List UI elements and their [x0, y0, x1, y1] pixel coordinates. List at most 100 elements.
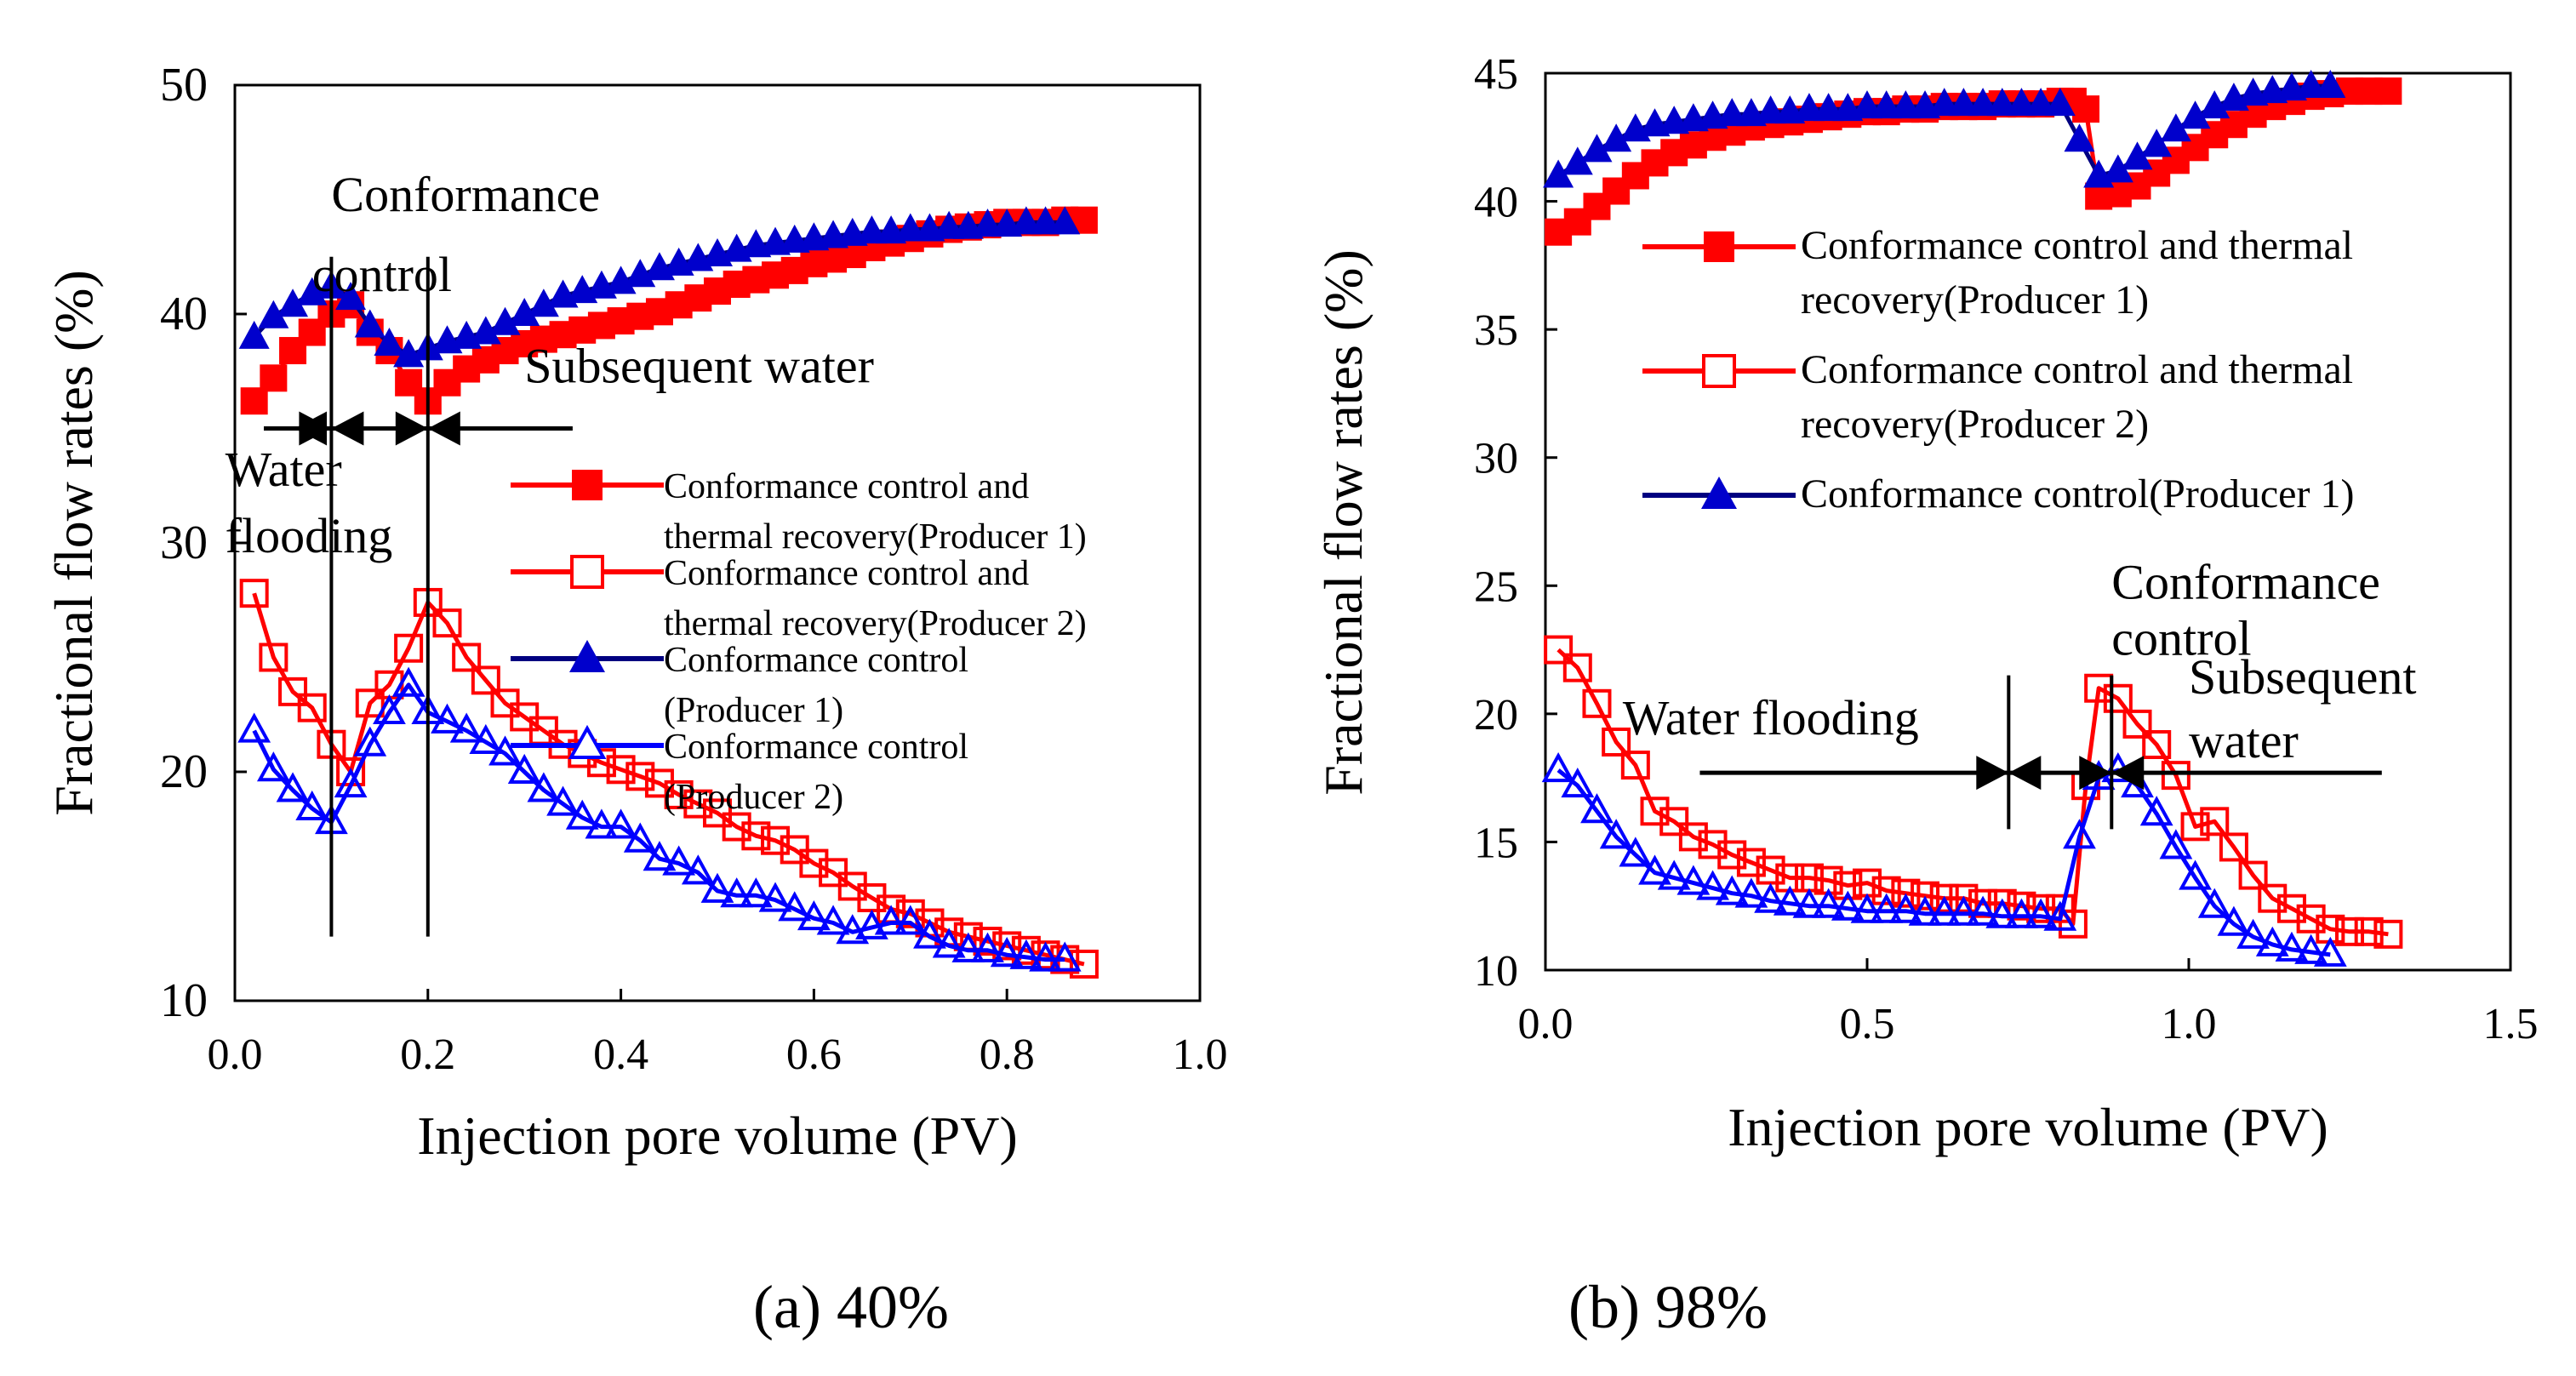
- chart-b-ytick-label: 30: [1474, 435, 1518, 483]
- chart-a-series-4-point: [469, 723, 503, 755]
- chart-b-series-3-point: [2102, 154, 2133, 183]
- chart-a-series-4-point: [894, 905, 928, 935]
- chart-b-series-2-point: [2238, 860, 2268, 890]
- chart-b-series-2-point: [1891, 878, 1921, 908]
- chart-a-series-4-point: [932, 928, 966, 958]
- chart-b-series-4-point: [2179, 859, 2212, 890]
- chart-b-series-4-point: [2294, 934, 2328, 964]
- chart-b-series-4-point: [1541, 751, 1575, 783]
- chart-a-series-4-point: [604, 808, 637, 839]
- chart-a-annotation: control: [312, 247, 452, 302]
- legend-b-text-3: Conformance control and thermal: [1801, 347, 2353, 392]
- chart-b-series-2-point: [2058, 909, 2088, 939]
- chart-b-annotation: water: [2189, 713, 2299, 768]
- chart-b-series-4-point: [1947, 895, 1980, 926]
- chart-a-series-3-point: [277, 288, 309, 317]
- chart-a-series-3-point: [934, 210, 965, 239]
- chart-a-ytick-label: 40: [160, 288, 208, 340]
- chart-b-series-3-point: [2179, 100, 2211, 129]
- chart-a-arrow-head: [427, 411, 460, 446]
- chart-a-series-4-point: [623, 822, 657, 853]
- chart-b-series-4-point: [1754, 882, 1787, 913]
- chart-b-series-2-point: [1717, 840, 1747, 870]
- chart-b-series-4-point: [1812, 888, 1846, 918]
- chart-b-series-3-point: [1543, 159, 1574, 188]
- chart-a-annotation: flooding: [226, 508, 393, 563]
- chart-a-series-4-point: [700, 872, 734, 903]
- chart-b-series-2-point: [2258, 883, 2288, 913]
- chart-b-series-2-point: [2354, 916, 2384, 946]
- chart-a-xtick-label: 0.2: [400, 1031, 455, 1079]
- legend-b-text-2: recovery(Producer 1): [1801, 277, 2149, 323]
- chart-b-series-2-point: [1698, 830, 1728, 859]
- legend-b-text-4: recovery(Producer 2): [1801, 402, 2149, 447]
- chart-b-xlabel: Injection pore volume (PV): [1728, 1097, 2328, 1157]
- chart-b-series-2-point: [2296, 904, 2326, 934]
- chart-b-series-3-point: [1581, 134, 1613, 163]
- chart-b-series-4-point: [1599, 819, 1633, 849]
- legend-a-text-3: Conformance control and: [664, 554, 1029, 593]
- chart-b-series-2-point: [1640, 796, 1670, 826]
- chart-a-series-4-point: [951, 932, 985, 962]
- chart-b-series-3-point: [2064, 123, 2095, 152]
- chart-a-ylabel: Fractional flow rates (%): [43, 270, 104, 816]
- chart-b-ytick-label: 40: [1474, 179, 1518, 227]
- chart-a-series-4-point: [643, 841, 677, 871]
- chart-a-series-4-point: [662, 845, 696, 876]
- chart-b-series-2-point: [1678, 822, 1708, 852]
- chart-b-series-3-point: [2160, 113, 2191, 142]
- chart-b-series-3-point: [1852, 90, 1882, 119]
- chart-a-series-3-point: [1030, 206, 1061, 235]
- chart-a-series-2-point: [761, 825, 791, 855]
- chart-a-series-3-point: [374, 327, 405, 356]
- chart-a-series-2-line: [252, 592, 1085, 967]
- chart-a-legend: Conformance control and thermal recovery…: [511, 467, 1087, 817]
- chart-b-series-2-point: [1620, 751, 1650, 780]
- chart-a-series-4-point: [758, 882, 792, 912]
- chart-a-series-4-point: [797, 900, 831, 931]
- chart-a-series-3-point: [238, 320, 270, 349]
- chart-b-ytick-label: 20: [1474, 691, 1518, 739]
- chart-a-series-2-point: [625, 762, 655, 791]
- chart-b-arrow-head: [2008, 756, 2042, 791]
- chart-a-series-2-point: [259, 642, 288, 672]
- chart-a-series-2-point: [799, 848, 829, 878]
- chart-a-series-2-point: [722, 812, 751, 842]
- chart-b-series-4-point: [2197, 888, 2231, 918]
- chart-b-series-4-point: [1831, 890, 1865, 921]
- chart-b-ytick-label: 10: [1474, 947, 1518, 996]
- chart-a-series-4-point: [527, 772, 561, 802]
- legend-b-item-1: Conformance control and thermal recovery…: [1642, 223, 2353, 323]
- chart-b-series-3: [1543, 70, 2346, 188]
- chart-b-series-2-point: [2161, 761, 2190, 791]
- chart-a-series-3-point: [470, 316, 501, 345]
- chart-a-series-4-point: [546, 785, 580, 816]
- legend-a-text-2: thermal recovery(Producer 1): [664, 517, 1087, 557]
- chart-b-series-2-point: [1659, 807, 1689, 836]
- chart-a-series-4-point: [816, 905, 850, 935]
- chart-a-series-2-point: [586, 748, 616, 778]
- chart-a-series-4-point: [739, 877, 773, 908]
- chart-b-series-2: [1544, 635, 2403, 949]
- chart-b-ylabel: Fractional flow rates (%): [1313, 249, 1374, 796]
- chart-a-series-4-point: [913, 918, 946, 949]
- chart-a-series-4-point: [585, 808, 619, 839]
- chart-b-series-3-point: [1793, 93, 1825, 122]
- chart-a-series-2-point: [394, 633, 424, 663]
- chart-b-series-3-point: [2141, 128, 2173, 157]
- chart-a-series-2-point: [278, 677, 308, 706]
- chart-b-series-4-point: [1773, 885, 1807, 916]
- chart-a-series-2-point: [741, 821, 771, 851]
- chart-b-series-2-point: [1949, 883, 1979, 913]
- chart-b-series-4-point: [1928, 895, 1962, 926]
- chart-b-ytick-label: 25: [1474, 562, 1518, 611]
- chart-a-annotation: Subsequent water: [524, 339, 874, 394]
- chart-b-series-3-point: [2006, 88, 2037, 117]
- chart-b-arrow-head: [1976, 756, 2009, 791]
- chart-b-series-4-point: [1850, 893, 1884, 923]
- chart-b-series-3-point: [2025, 88, 2057, 117]
- chart-b-ytick-label: 35: [1474, 306, 1518, 355]
- chart-b-series-4-point: [1715, 875, 1749, 905]
- chart-b-series-2-point: [1929, 883, 1959, 913]
